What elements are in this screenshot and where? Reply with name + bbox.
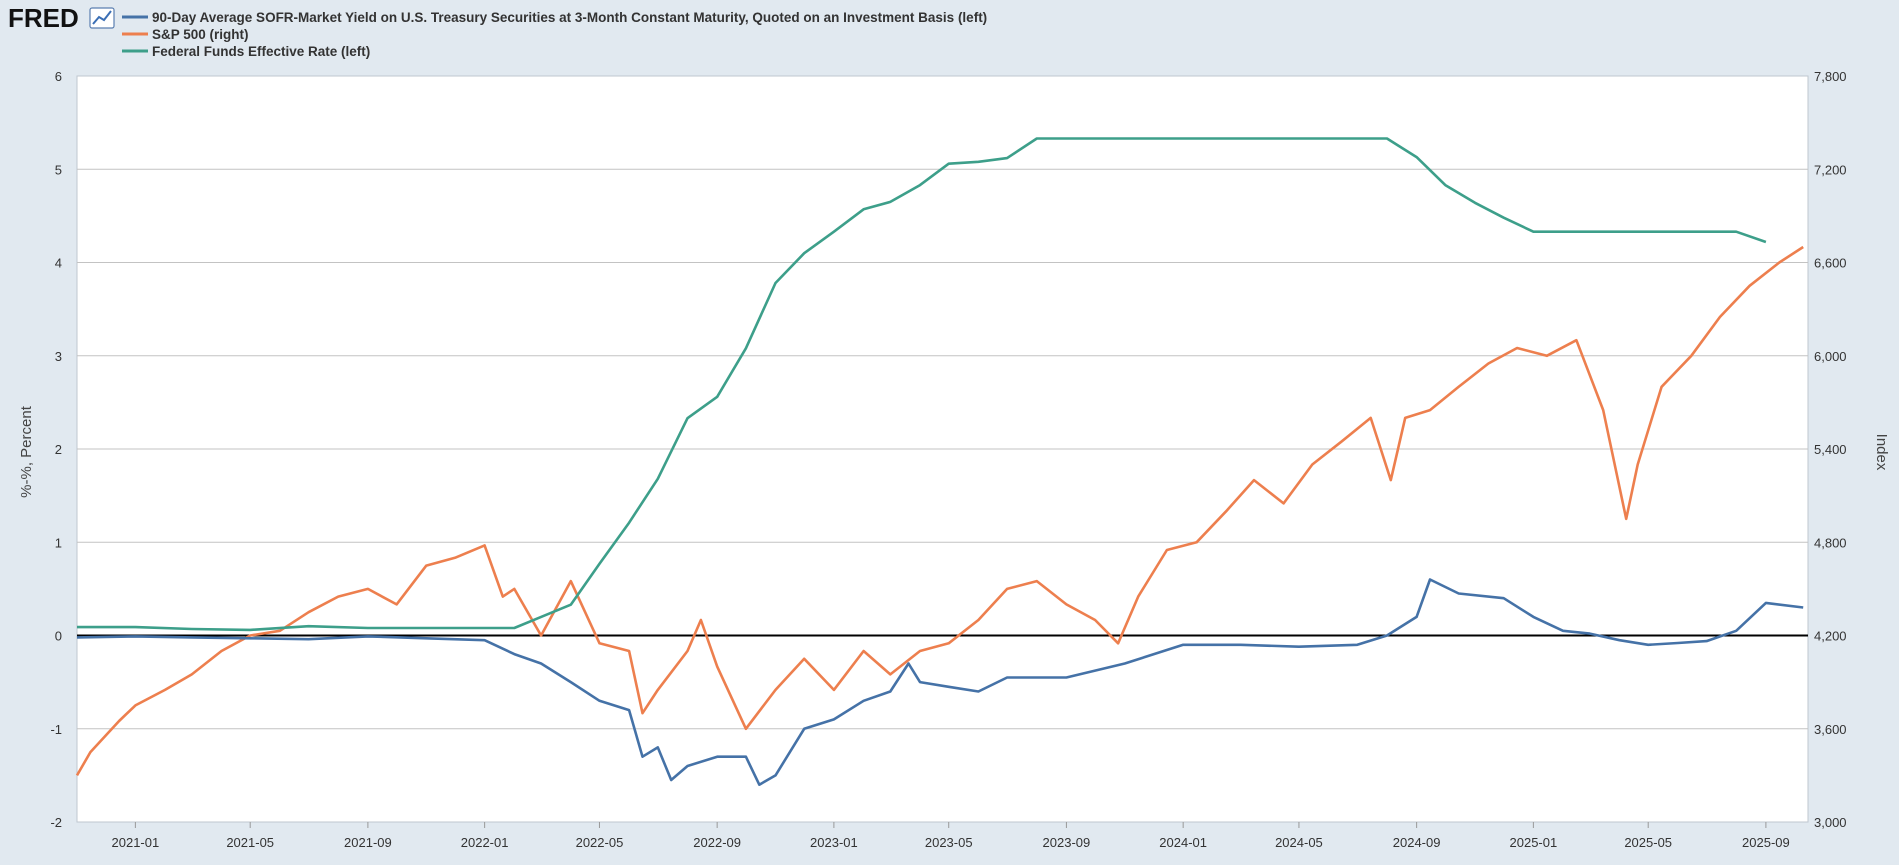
series-line-1	[75, 245, 1804, 777]
fred-logo-text: FRED	[8, 3, 79, 33]
left-tick-label: -2	[50, 815, 62, 830]
left-axis: -2 -1 0 1 2 3 4 5 6	[50, 69, 62, 830]
x-tick-label: 2025-09	[1742, 835, 1790, 850]
x-tick-label: 2022-09	[693, 835, 741, 850]
legend-entry: S&P 500 (right)	[152, 27, 249, 42]
right-tick-label: 6,000	[1814, 349, 1847, 364]
left-tick-label: 6	[55, 69, 62, 84]
x-axis: 2021-01 2021-05 2021-09 2022-01 2022-05 2022-…	[112, 822, 1790, 850]
right-tick-label: 7,200	[1814, 162, 1847, 177]
left-tick-label: 3	[55, 349, 62, 364]
grid-lines	[77, 168, 1808, 730]
legend-entry: Federal Funds Effective Rate (left)	[152, 44, 370, 59]
right-tick-label: 6,600	[1814, 256, 1847, 271]
left-tick-label: 4	[55, 256, 62, 271]
x-tick-label: 2024-01	[1159, 835, 1207, 850]
right-tick-label: 5,400	[1814, 442, 1847, 457]
x-tick-label: 2023-09	[1043, 835, 1091, 850]
left-tick-label: 5	[55, 162, 62, 177]
left-tick-label: 1	[55, 535, 62, 550]
right-tick-label: 3,000	[1814, 815, 1847, 830]
left-axis-title: %-%, Percent	[18, 405, 35, 498]
x-tick-label: 2023-01	[810, 835, 858, 850]
left-tick-label: 0	[55, 629, 62, 644]
line-chart-icon	[89, 7, 115, 29]
x-tick-label: 2021-09	[344, 835, 392, 850]
x-tick-label: 2024-09	[1393, 835, 1441, 850]
left-tick-label: -1	[50, 722, 62, 737]
left-tick-label: 2	[55, 442, 62, 457]
right-tick-label: 7,800	[1814, 69, 1847, 84]
x-tick-label: 2022-01	[461, 835, 509, 850]
right-axis-title: Index	[1873, 434, 1890, 471]
series-line-0	[76, 578, 1804, 787]
right-tick-label: 3,600	[1814, 722, 1847, 737]
series-line-2	[77, 137, 1767, 632]
series-layer	[75, 137, 1804, 787]
x-tick-label: 2025-01	[1510, 835, 1558, 850]
right-tick-label: 4,200	[1814, 629, 1847, 644]
x-tick-label: 2025-05	[1624, 835, 1672, 850]
right-tick-label: 4,800	[1814, 535, 1847, 550]
x-tick-label: 2024-05	[1275, 835, 1323, 850]
x-tick-label: 2022-05	[576, 835, 624, 850]
fred-logo[interactable]: FRED	[8, 3, 115, 33]
x-tick-label: 2021-05	[226, 835, 274, 850]
x-tick-label: 2021-01	[112, 835, 160, 850]
right-axis: 3,000 3,600 4,200 4,800 5,400 6,000 6,600 7,200…	[1814, 69, 1847, 830]
legend: 90-Day Average SOFR-Market Yield on U.S.…	[122, 10, 987, 59]
x-tick-label: 2023-05	[925, 835, 973, 850]
legend-entry: 90-Day Average SOFR-Market Yield on U.S.…	[152, 10, 987, 25]
